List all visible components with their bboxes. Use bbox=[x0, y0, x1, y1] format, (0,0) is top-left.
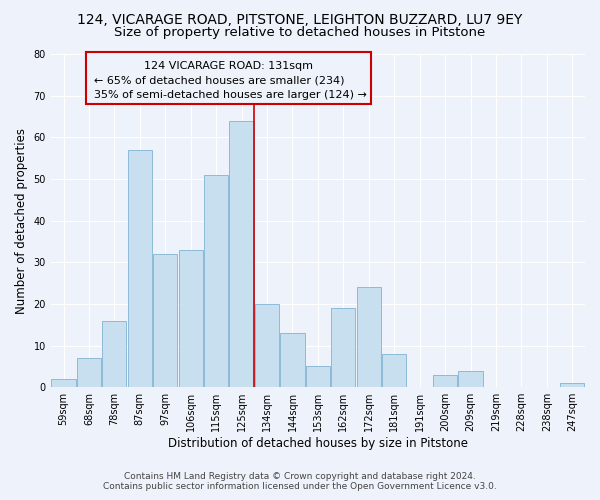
Bar bbox=[280, 333, 305, 387]
Bar bbox=[103, 320, 127, 387]
Text: Contains public sector information licensed under the Open Government Licence v3: Contains public sector information licen… bbox=[103, 482, 497, 491]
Y-axis label: Number of detached properties: Number of detached properties bbox=[15, 128, 28, 314]
Bar bbox=[433, 374, 457, 387]
X-axis label: Distribution of detached houses by size in Pitstone: Distribution of detached houses by size … bbox=[168, 437, 468, 450]
Bar bbox=[382, 354, 406, 387]
Bar bbox=[128, 150, 152, 387]
Bar bbox=[86, 52, 371, 104]
Text: 124 VICARAGE ROAD: 131sqm: 124 VICARAGE ROAD: 131sqm bbox=[145, 62, 313, 72]
Bar bbox=[77, 358, 101, 387]
Bar bbox=[356, 287, 381, 387]
Bar bbox=[179, 250, 203, 387]
Text: 35% of semi-detached houses are larger (124) →: 35% of semi-detached houses are larger (… bbox=[94, 90, 367, 100]
Bar bbox=[306, 366, 330, 387]
Bar bbox=[560, 383, 584, 387]
Text: Contains HM Land Registry data © Crown copyright and database right 2024.: Contains HM Land Registry data © Crown c… bbox=[124, 472, 476, 481]
Bar bbox=[229, 120, 254, 387]
Bar bbox=[255, 304, 279, 387]
Bar bbox=[331, 308, 355, 387]
Text: ← 65% of detached houses are smaller (234): ← 65% of detached houses are smaller (23… bbox=[94, 76, 344, 86]
Bar bbox=[204, 175, 228, 387]
Bar bbox=[52, 379, 76, 387]
Bar bbox=[153, 254, 178, 387]
Bar bbox=[458, 370, 482, 387]
Text: 124, VICARAGE ROAD, PITSTONE, LEIGHTON BUZZARD, LU7 9EY: 124, VICARAGE ROAD, PITSTONE, LEIGHTON B… bbox=[77, 12, 523, 26]
Text: Size of property relative to detached houses in Pitstone: Size of property relative to detached ho… bbox=[115, 26, 485, 39]
